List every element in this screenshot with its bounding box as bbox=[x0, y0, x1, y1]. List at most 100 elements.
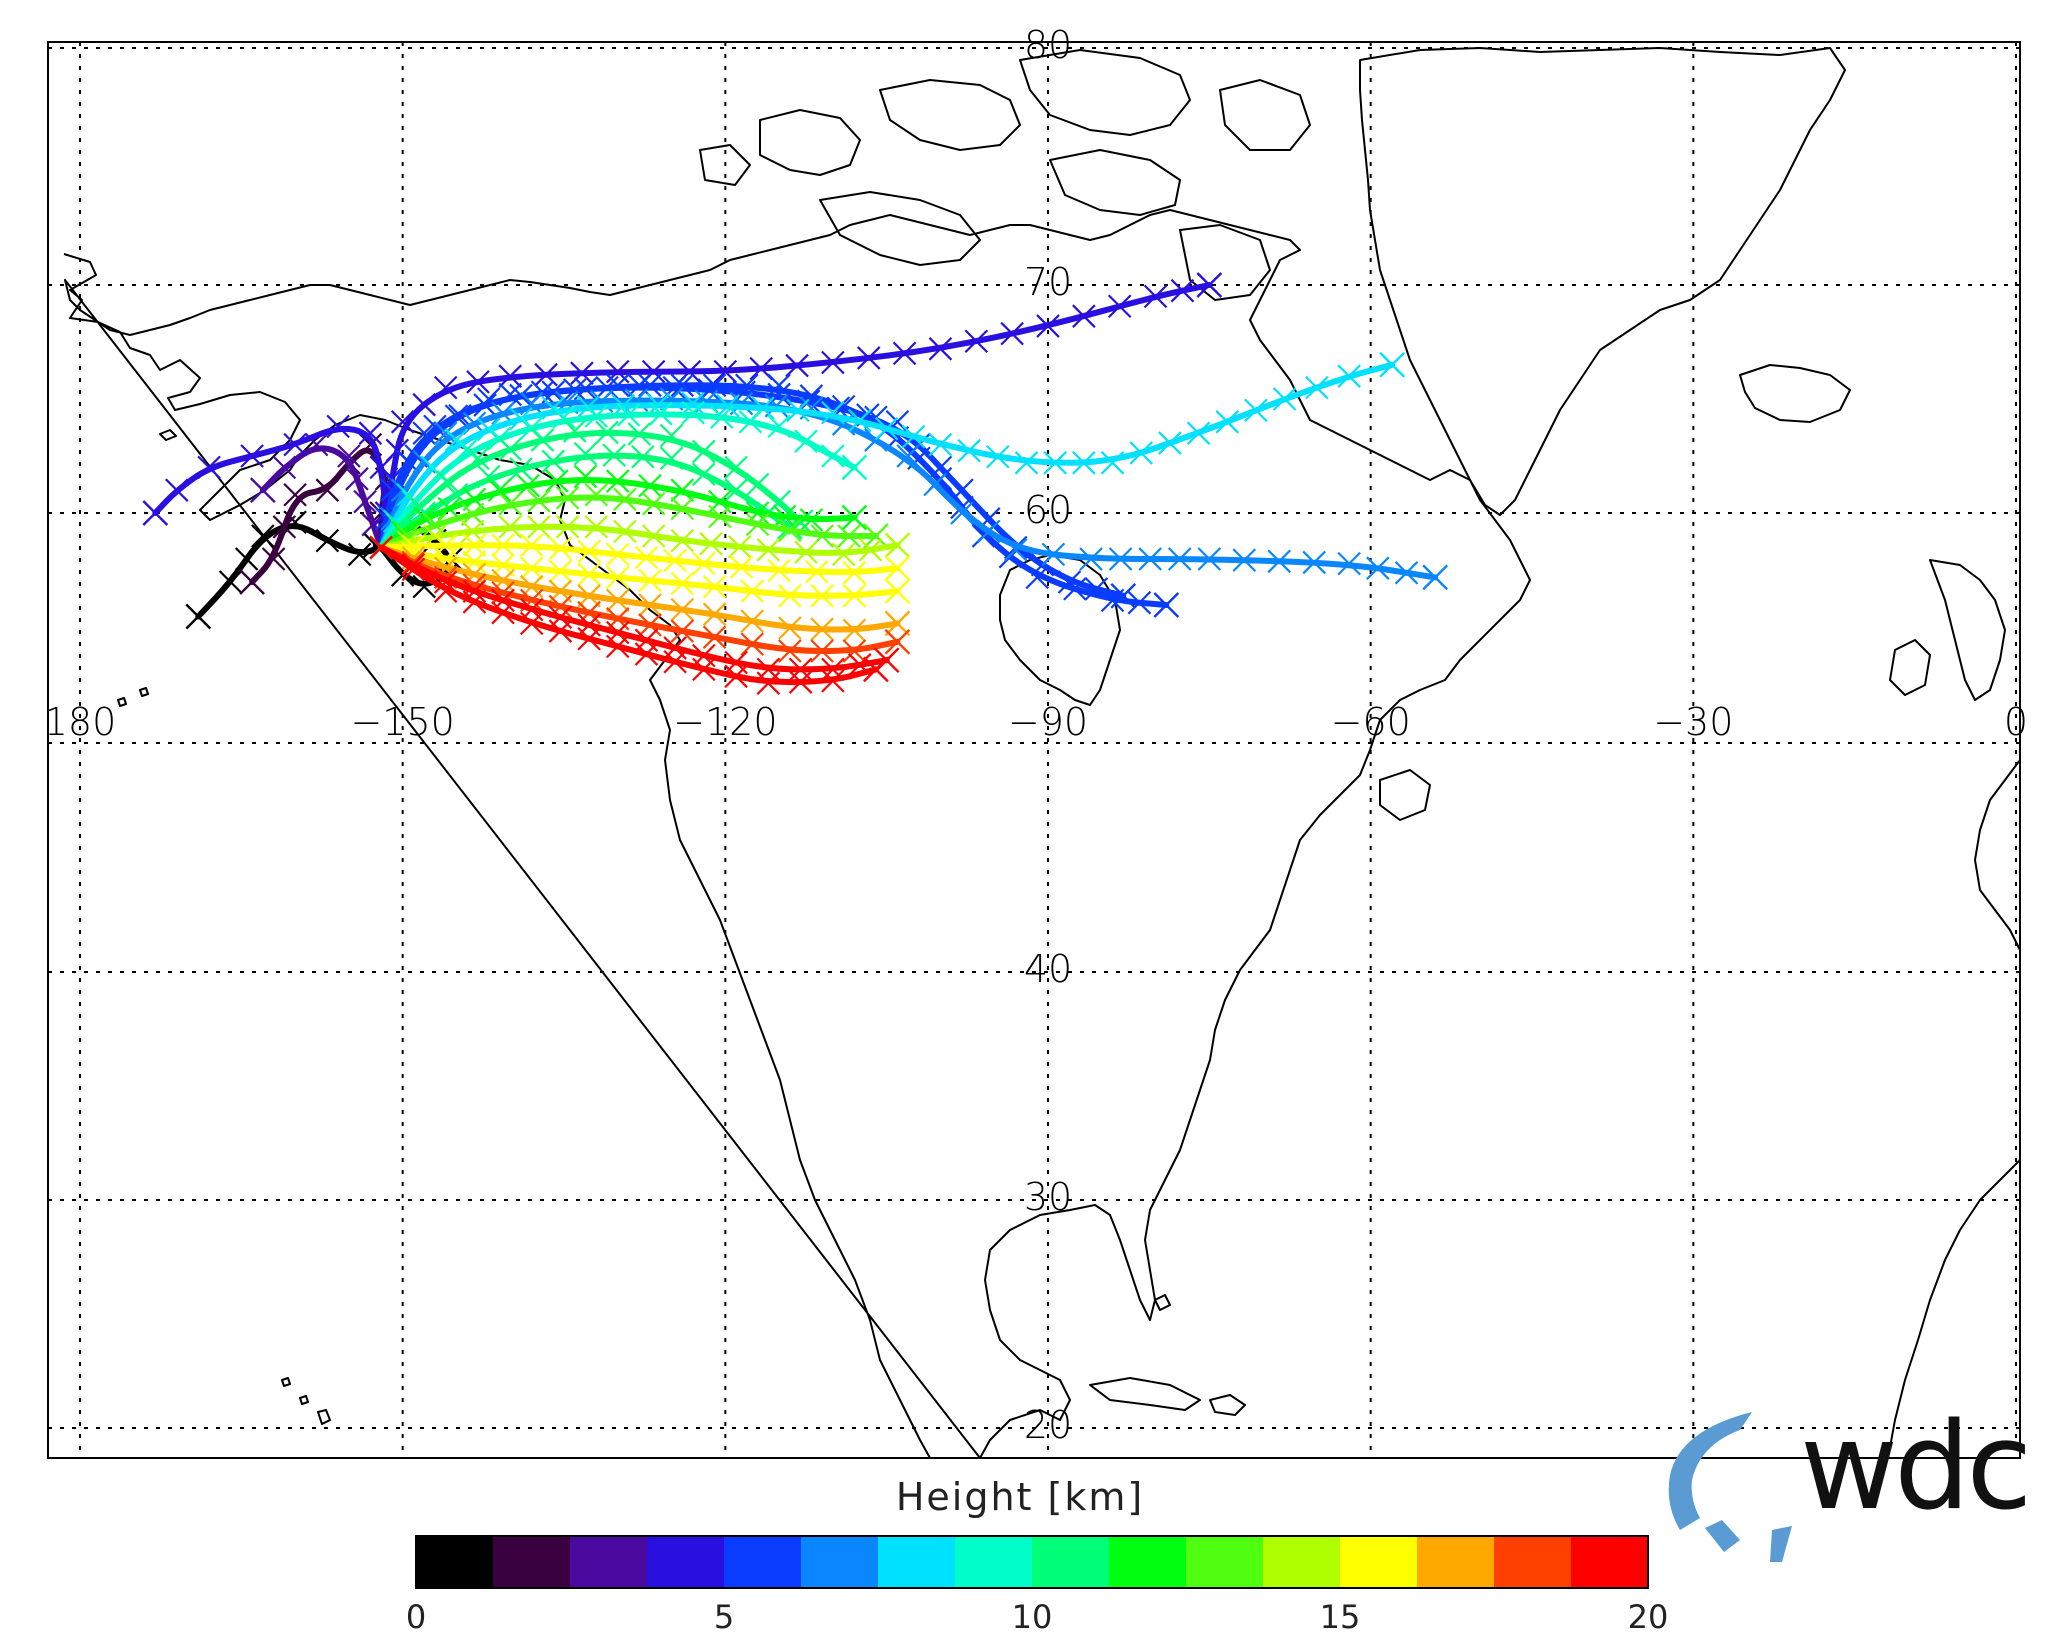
x-marker bbox=[519, 391, 544, 416]
x-marker bbox=[708, 504, 732, 529]
x-marker bbox=[1337, 364, 1361, 388]
x-marker bbox=[950, 478, 974, 502]
x-marker bbox=[1337, 551, 1361, 576]
x-marker bbox=[863, 656, 889, 683]
x-marker bbox=[185, 603, 212, 630]
x-marker bbox=[740, 579, 764, 603]
x-marker bbox=[1215, 410, 1240, 434]
x-marker bbox=[692, 551, 716, 576]
arctic-island-6 bbox=[1049, 149, 1181, 216]
x-marker bbox=[541, 449, 566, 474]
x-marker bbox=[794, 429, 818, 453]
x-marker bbox=[433, 421, 458, 445]
x-marker bbox=[548, 619, 573, 643]
x-marker bbox=[727, 534, 752, 559]
x-marker bbox=[519, 611, 544, 636]
arctic-island-1 bbox=[759, 109, 861, 176]
x-marker bbox=[584, 515, 609, 539]
x-marker bbox=[1043, 451, 1067, 475]
colorbar-tick-label: 20 bbox=[1628, 1598, 1669, 1636]
wdc-logo-arc bbox=[1668, 1412, 1752, 1530]
x-marker bbox=[892, 341, 917, 366]
colorbar-tick-label: 5 bbox=[714, 1598, 734, 1636]
x-marker bbox=[1394, 561, 1419, 585]
x-marker bbox=[573, 441, 598, 466]
x-marker bbox=[713, 359, 738, 384]
x-marker bbox=[681, 400, 705, 425]
x-marker bbox=[884, 578, 911, 605]
arctic-island-2 bbox=[879, 79, 1021, 151]
x-marker bbox=[1422, 564, 1449, 591]
x-marker bbox=[631, 444, 655, 469]
x-marker bbox=[234, 547, 259, 571]
x-marker bbox=[928, 337, 953, 361]
x-marker bbox=[251, 524, 275, 548]
x-marker bbox=[627, 373, 652, 398]
colorbar-cell bbox=[493, 1536, 571, 1588]
x-marker bbox=[641, 524, 666, 548]
x-marker bbox=[1170, 278, 1195, 303]
latitude-label: 20 bbox=[1024, 1403, 1072, 1447]
wdc-logo-text: wdc bbox=[1800, 1398, 2028, 1537]
x-marker bbox=[423, 414, 447, 439]
x-marker bbox=[663, 649, 687, 674]
greenland-coastline bbox=[1359, 47, 1846, 516]
x-marker bbox=[1036, 314, 1060, 338]
latitude-label: 70 bbox=[1024, 260, 1072, 304]
x-marker bbox=[1244, 398, 1268, 423]
colorbar-cell bbox=[416, 1536, 494, 1588]
trajectory-markers bbox=[369, 535, 889, 695]
x-marker bbox=[884, 610, 911, 637]
x-marker bbox=[923, 472, 947, 497]
x-marker bbox=[577, 626, 601, 651]
x-marker bbox=[527, 489, 551, 513]
x-marker bbox=[716, 394, 740, 418]
x-marker bbox=[462, 487, 487, 512]
x-marker bbox=[950, 501, 974, 525]
x-marker bbox=[1158, 431, 1182, 455]
x-marker bbox=[638, 568, 662, 593]
x-marker bbox=[821, 669, 845, 693]
x-marker bbox=[627, 422, 652, 446]
x-marker bbox=[858, 538, 883, 562]
x-marker bbox=[663, 548, 687, 573]
x-marker bbox=[1110, 582, 1137, 609]
x-marker bbox=[390, 410, 415, 434]
x-marker bbox=[315, 528, 340, 553]
newfoundland-coastline bbox=[1379, 769, 1431, 821]
x-marker bbox=[433, 375, 458, 400]
x-marker bbox=[573, 464, 598, 489]
x-marker bbox=[337, 444, 361, 468]
trajectory-10km bbox=[369, 419, 814, 560]
arctic-island-4 bbox=[1019, 49, 1191, 136]
x-marker bbox=[595, 375, 619, 400]
coastlines bbox=[63, 47, 2021, 1459]
x-marker bbox=[1143, 284, 1168, 309]
x-marker bbox=[1107, 294, 1132, 319]
x-marker bbox=[466, 370, 490, 394]
x-marker bbox=[756, 671, 781, 695]
europe-coastline bbox=[1974, 759, 2021, 951]
x-marker bbox=[358, 421, 383, 445]
x-marker bbox=[745, 472, 770, 497]
colorbar-tick-label: 15 bbox=[1320, 1598, 1361, 1636]
x-marker bbox=[606, 469, 630, 493]
x-marker bbox=[606, 588, 630, 613]
x-marker bbox=[772, 504, 797, 529]
colorbar-cell bbox=[801, 1536, 879, 1588]
x-marker bbox=[460, 502, 485, 526]
x-marker bbox=[670, 619, 695, 643]
colorbar-cell bbox=[1340, 1536, 1418, 1588]
x-marker bbox=[498, 437, 522, 461]
x-marker bbox=[986, 444, 1010, 469]
x-marker bbox=[1167, 547, 1192, 571]
x-marker bbox=[369, 535, 393, 560]
colorbar-cell bbox=[1417, 1536, 1495, 1588]
x-marker bbox=[767, 373, 791, 398]
map-frame bbox=[47, 41, 2021, 1459]
colorbar-tick-label: 0 bbox=[406, 1598, 426, 1636]
x-marker bbox=[345, 467, 369, 491]
x-marker bbox=[842, 639, 867, 663]
x-marker bbox=[856, 346, 881, 370]
x-marker bbox=[530, 428, 555, 452]
